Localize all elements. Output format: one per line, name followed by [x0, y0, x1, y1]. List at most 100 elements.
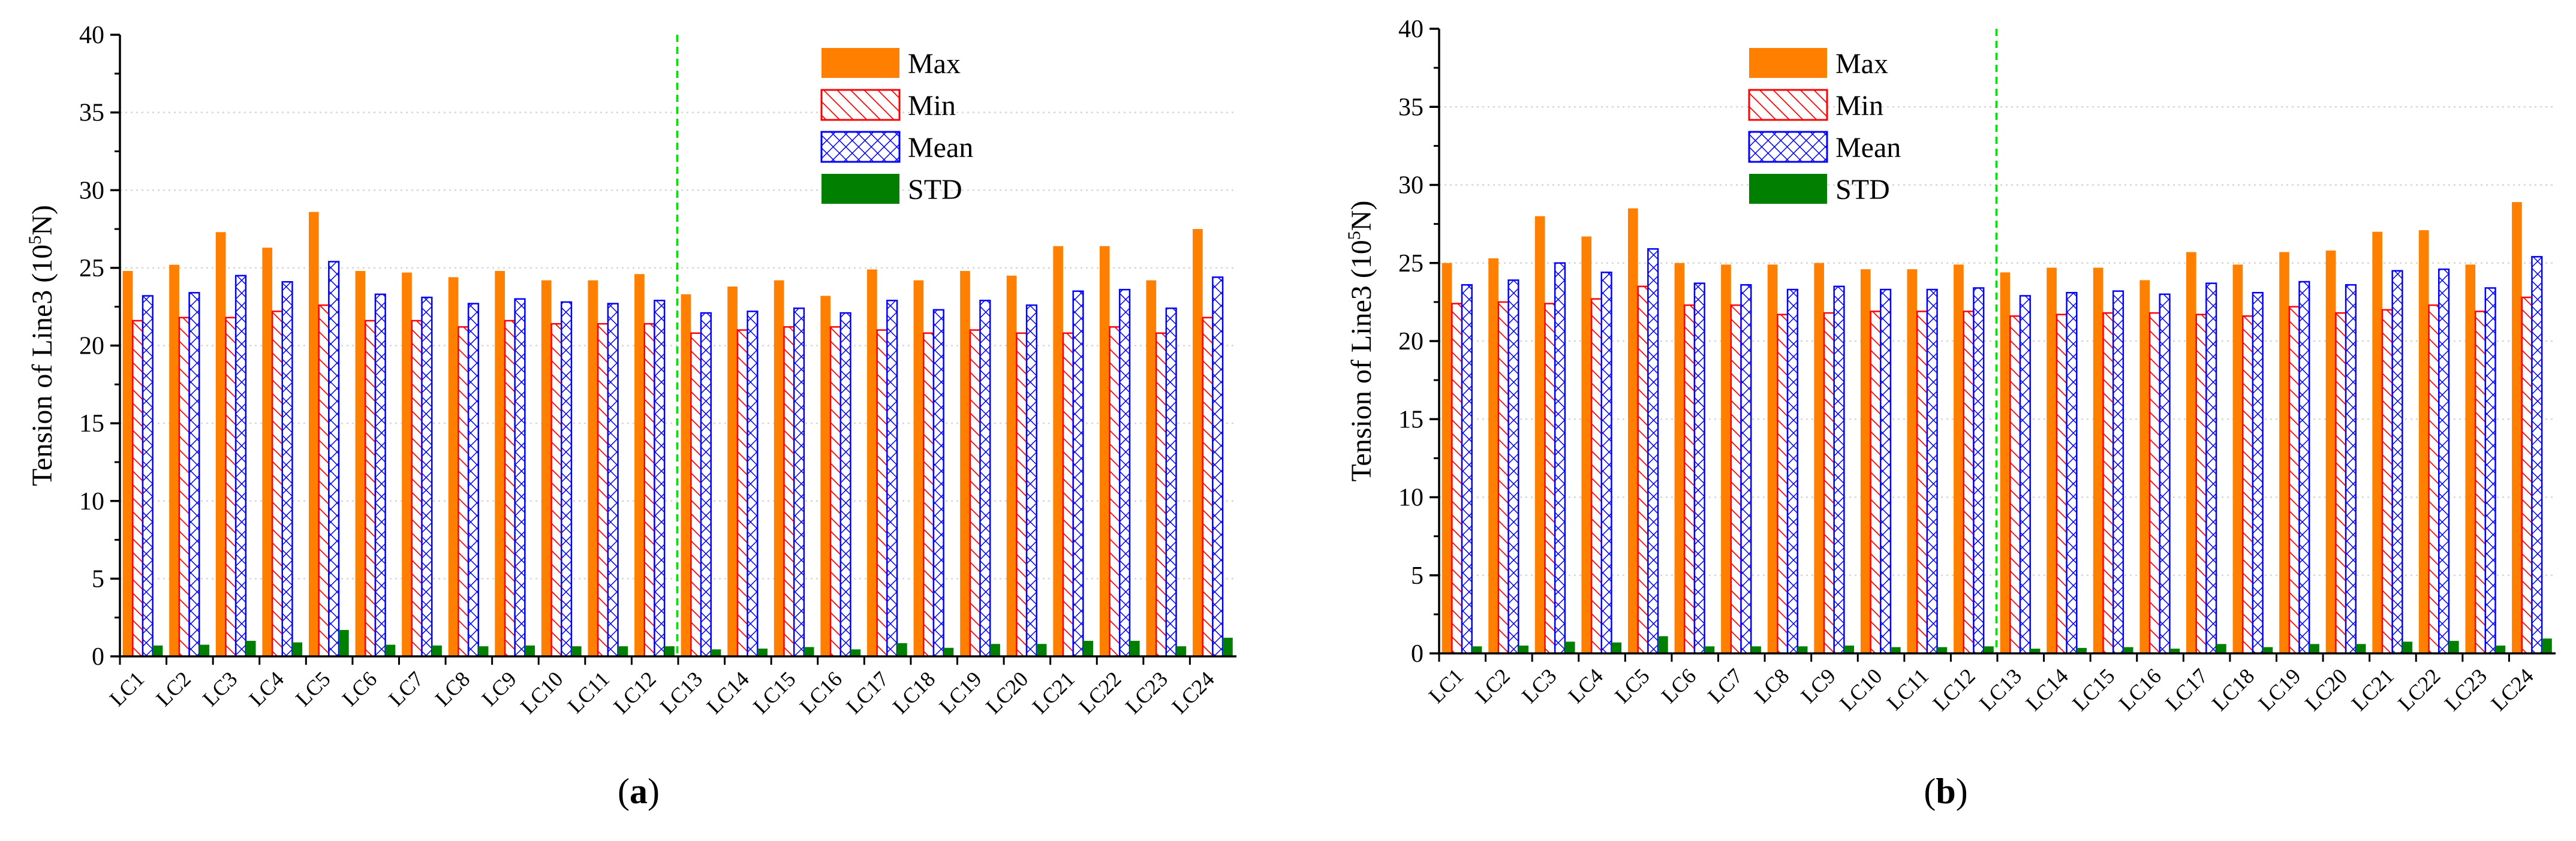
bar-max-lc2 — [1488, 258, 1498, 653]
y-tick-label: 10 — [79, 488, 104, 516]
bar-std-lc23 — [2495, 645, 2506, 653]
bar-std-lc13 — [711, 649, 721, 656]
x-tick-label: LC23 — [1121, 667, 1172, 718]
bar-mean-lc16 — [2159, 293, 2171, 655]
bar-std-lc23 — [1176, 646, 1187, 656]
bar-mean-lc22 — [1119, 288, 1131, 658]
bar-min-lc23 — [1155, 332, 1167, 658]
x-tick-label: LC8 — [1750, 664, 1794, 708]
x-tick-label: LC21 — [2347, 664, 2399, 715]
bar-std-lc15 — [2123, 647, 2133, 653]
bar-mean-lc8 — [1786, 288, 1799, 655]
bar-mean-lc5 — [328, 261, 340, 658]
bar-max-lc20 — [2325, 250, 2336, 653]
bar-min-lc5 — [318, 304, 330, 658]
bar-mean-lc2 — [1507, 279, 1519, 655]
bar-std-lc1 — [1471, 646, 1482, 653]
bar-max-lc22 — [1099, 246, 1110, 657]
bar-mean-lc17 — [886, 300, 898, 658]
bar-min-lc9 — [504, 319, 516, 658]
y-tick-label: 15 — [1398, 406, 1424, 433]
bar-min-lc1 — [132, 319, 144, 658]
bar-mean-lc3 — [1554, 262, 1566, 655]
bar-std-lc21 — [2402, 641, 2413, 653]
bar-std-lc24 — [2542, 638, 2552, 653]
bar-mean-lc9 — [514, 298, 526, 658]
bar-max-lc1 — [122, 271, 133, 656]
bar-mean-lc7 — [1740, 284, 1752, 655]
bar-min-lc18 — [2242, 315, 2254, 655]
bar-min-lc14 — [736, 329, 748, 658]
bar-max-lc13 — [681, 294, 691, 656]
bar-mean-lc7 — [421, 296, 433, 658]
bar-mean-lc14 — [747, 311, 759, 658]
bar-min-lc9 — [1823, 312, 1835, 655]
bar-min-lc1 — [1451, 303, 1463, 655]
y-tick-label: 35 — [1398, 94, 1424, 121]
x-tick-label: LC19 — [935, 667, 986, 718]
bar-min-lc22 — [2428, 304, 2440, 655]
bar-min-lc19 — [2288, 306, 2300, 655]
x-tick-label: LC9 — [1796, 664, 1840, 708]
x-tick-label: LC10 — [516, 667, 567, 718]
bar-std-lc16 — [2169, 649, 2180, 653]
legend-swatch-min — [820, 89, 901, 121]
x-tick-label: LC20 — [2300, 664, 2352, 715]
x-tick-label: LC7 — [1703, 664, 1747, 708]
bar-mean-lc23 — [1165, 308, 1177, 658]
bar-mean-lc12 — [1973, 287, 1985, 655]
bar-min-lc21 — [2381, 309, 2393, 655]
y-tick-label: 20 — [1398, 328, 1424, 355]
bar-std-lc5 — [339, 629, 349, 656]
bar-max-lc5 — [308, 212, 319, 656]
x-tick-label: LC12 — [609, 667, 660, 718]
bar-mean-lc16 — [839, 312, 851, 658]
y-axis-label-tail: N) — [26, 205, 58, 236]
bar-std-lc6 — [1704, 646, 1715, 653]
x-tick-label: LC19 — [2254, 664, 2306, 715]
panel-label-open: ( — [1924, 771, 1936, 811]
bar-max-lc6 — [1674, 263, 1685, 653]
bar-max-lc15 — [2093, 267, 2103, 653]
y-tick-label: 25 — [79, 255, 104, 282]
y-tick-label: 40 — [79, 22, 104, 49]
y-axis-label-tail: N) — [1346, 201, 1377, 231]
bar-std-lc2 — [1518, 645, 1528, 653]
bar-mean-lc20 — [1025, 304, 1038, 658]
bar-std-lc8 — [478, 646, 489, 656]
y-tick-label: 5 — [92, 565, 104, 593]
bar-mean-lc10 — [561, 301, 573, 658]
bar-std-lc9 — [525, 645, 535, 656]
x-tick-label: LC20 — [981, 667, 1033, 718]
bar-max-lc24 — [1193, 229, 1203, 656]
bar-max-lc19 — [2279, 252, 2289, 653]
y-tick-label: 5 — [1411, 562, 1424, 590]
bar-mean-lc23 — [2484, 287, 2496, 655]
bar-max-lc14 — [727, 286, 738, 656]
bar-min-lc2 — [178, 316, 190, 658]
legend: Max Min Mean STD — [820, 48, 973, 206]
x-tick-label: LC1 — [105, 667, 149, 711]
bar-max-lc3 — [215, 232, 226, 656]
bar-max-lc11 — [588, 280, 598, 656]
bar-std-lc15 — [804, 647, 814, 656]
bar-std-lc8 — [1797, 646, 1808, 653]
y-tick-label: 0 — [92, 643, 104, 671]
bar-min-lc24 — [1202, 316, 1214, 658]
x-tick-label: LC6 — [338, 667, 382, 711]
bar-min-lc12 — [643, 322, 655, 658]
bar-min-lc8 — [458, 326, 470, 658]
legend-label-min: Min — [908, 90, 956, 122]
x-tick-label: LC24 — [2486, 664, 2538, 715]
bar-std-lc19 — [2309, 644, 2319, 653]
bar-std-lc9 — [1844, 645, 1855, 653]
bar-max-lc4 — [1581, 236, 1592, 654]
bar-std-lc6 — [385, 644, 396, 656]
bar-mean-lc6 — [374, 293, 386, 658]
bar-max-lc19 — [960, 271, 970, 656]
bar-min-lc17 — [2195, 314, 2207, 655]
x-tick-label: LC2 — [1470, 664, 1515, 708]
bar-std-lc5 — [1658, 636, 1668, 653]
x-tick-label: LC21 — [1028, 667, 1079, 718]
bar-min-lc13 — [690, 332, 702, 658]
